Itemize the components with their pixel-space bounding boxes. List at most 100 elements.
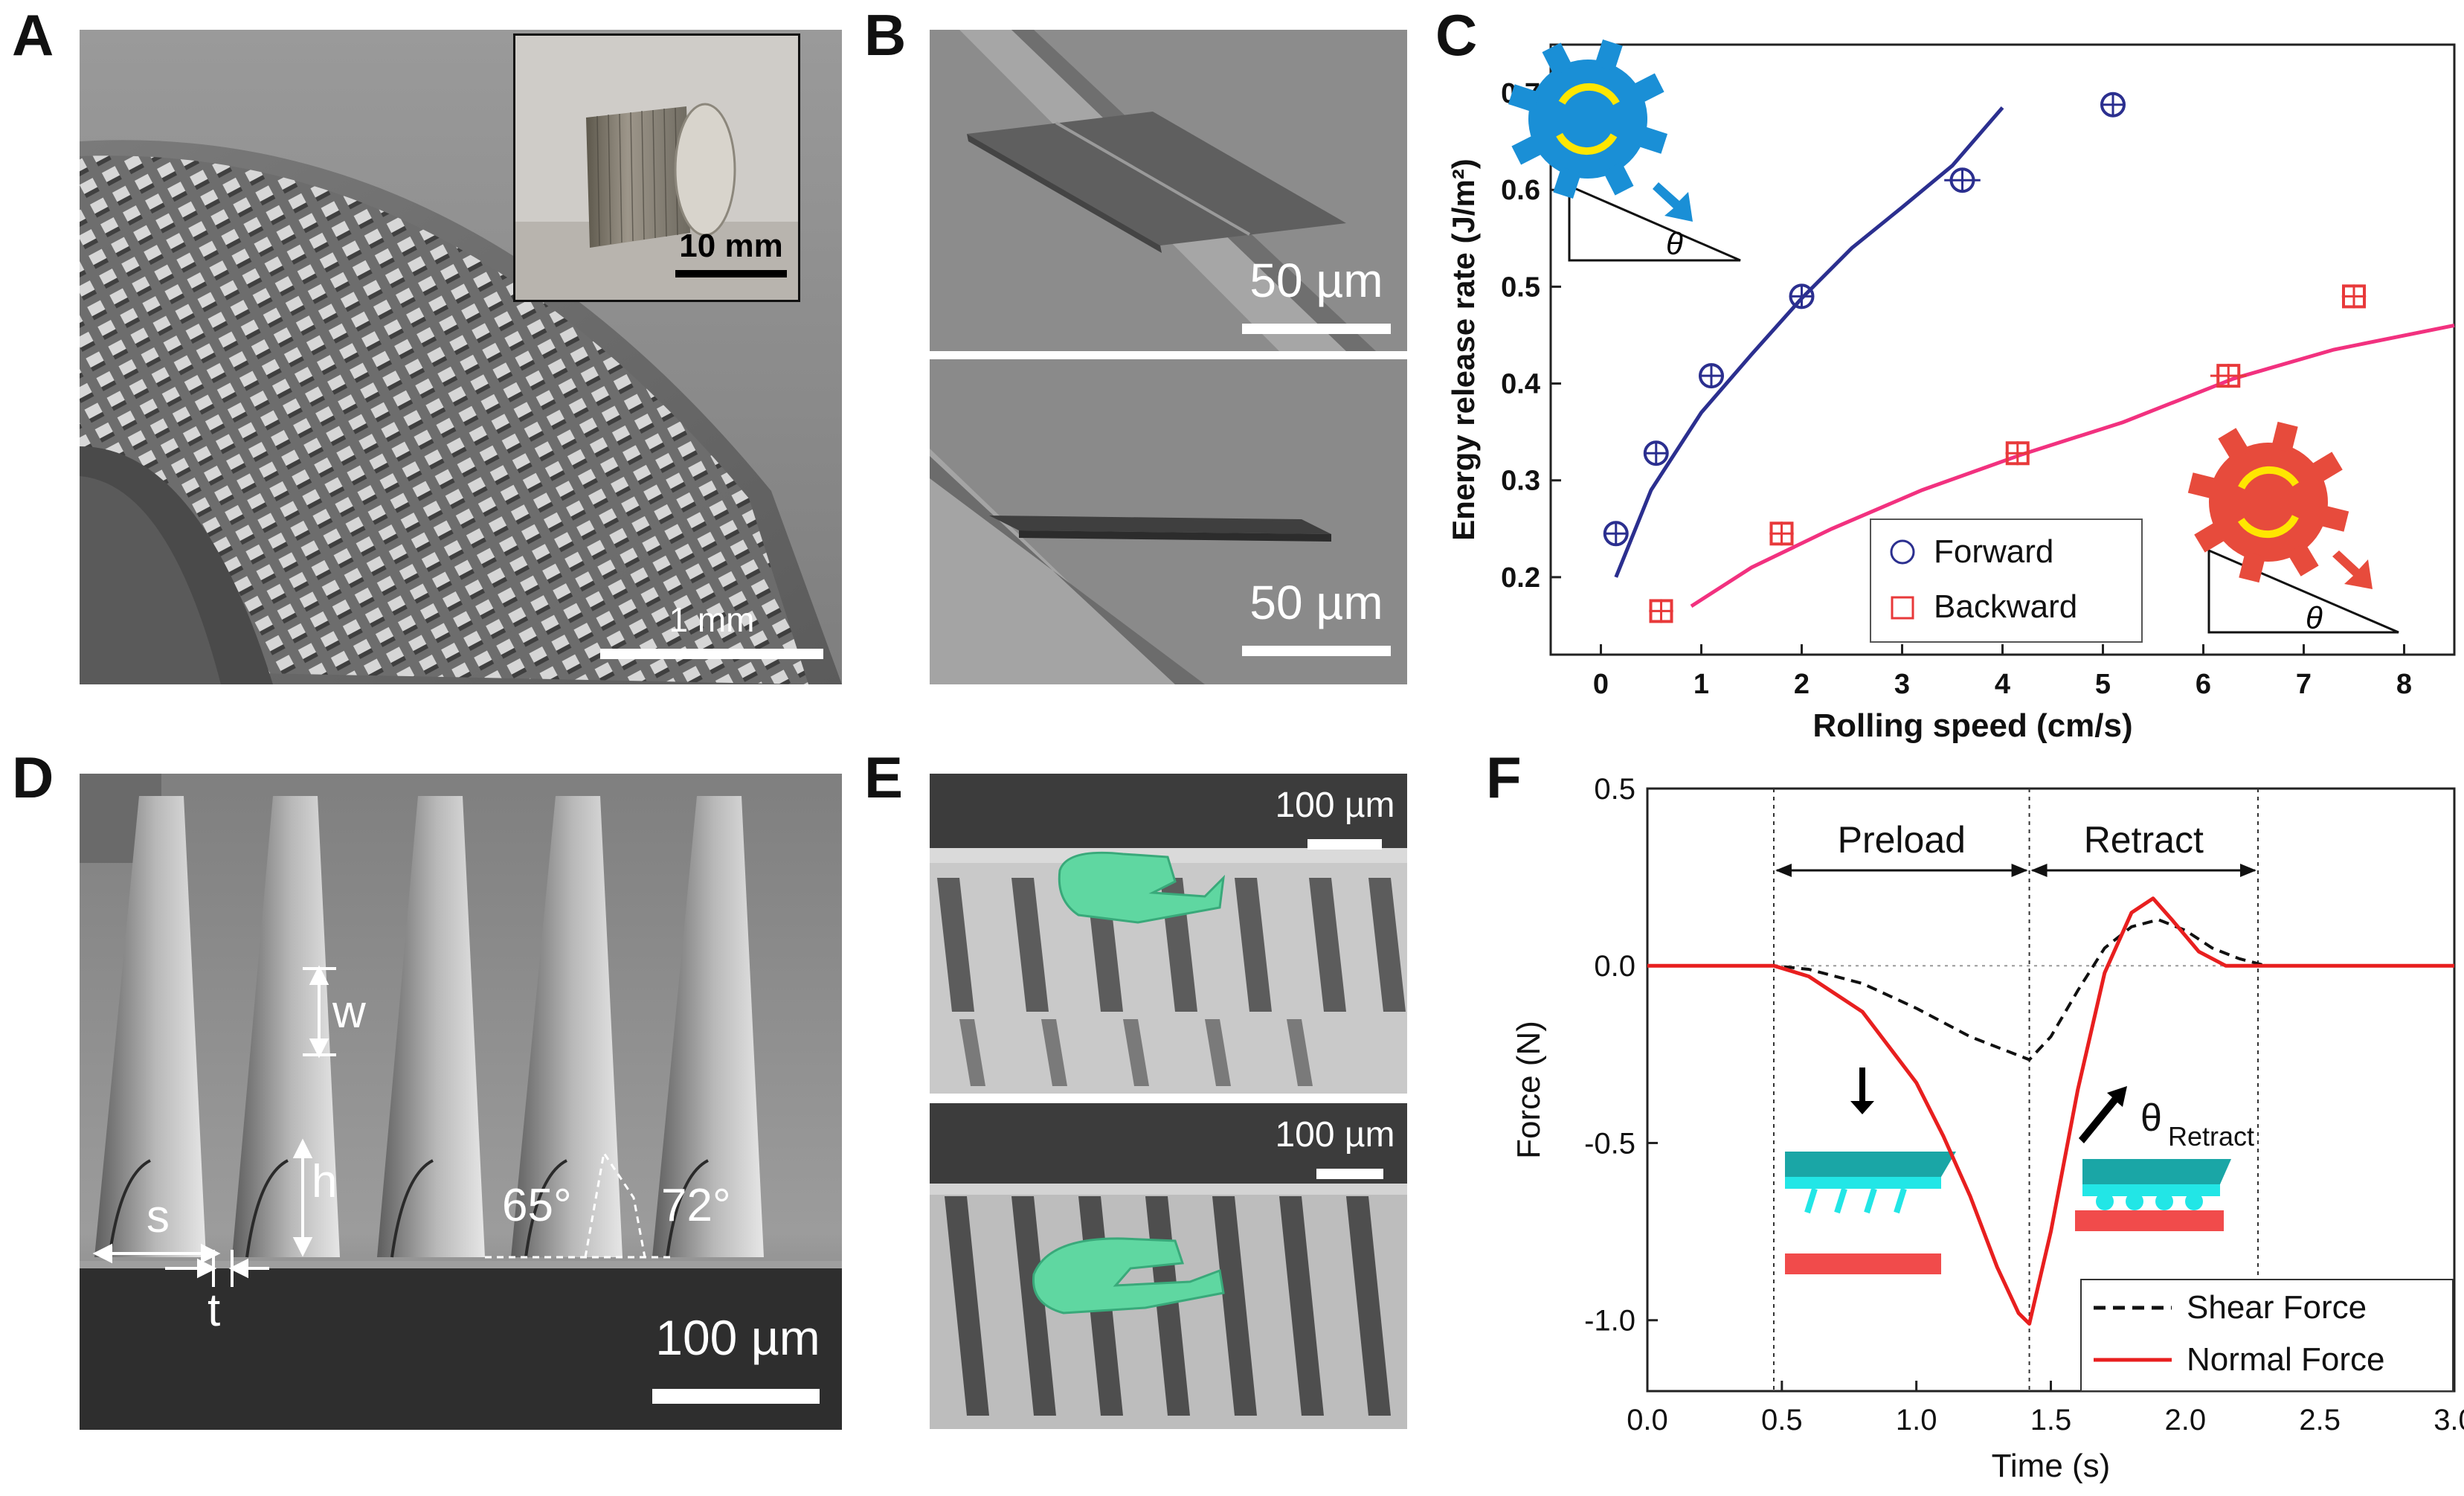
- retract-arrow-icon: [2079, 1086, 2127, 1143]
- panel-c-x-tick-label: 6: [2196, 669, 2211, 700]
- panel-c-x-tick-label: 7: [2296, 669, 2312, 700]
- panel-c-y-tick-label: 0.6: [1501, 175, 1540, 206]
- panel-e-top-green-overlay: [1058, 851, 1226, 924]
- retract-theta-subscript: Retract: [2168, 1121, 2254, 1152]
- panel-c-data-point: [1649, 599, 1673, 623]
- panel-f-x-tick-label: 0.0: [1627, 1404, 1668, 1436]
- panel-a-sem-image: [80, 30, 842, 684]
- panel-a-scale-bar: [600, 649, 823, 659]
- panel-letter-c: C: [1435, 2, 1478, 68]
- backward-gear-illustration: θ: [2187, 421, 2399, 635]
- panel-f-phase-label-retract: Retract: [2084, 819, 2204, 861]
- panel-f-x-tick-label: 3.0: [2434, 1404, 2464, 1436]
- panel-b-bottom-micrograph: 50 µm: [930, 359, 1407, 684]
- panel-e-top-scale-label: 100 µm: [1275, 786, 1395, 825]
- panel-b-bottom-sem: [930, 359, 1407, 684]
- panel-c-x-tick-label: 2: [1794, 669, 1810, 700]
- phase-arrow-left-head: [2030, 864, 2048, 877]
- legend-forward-marker: [1890, 539, 1915, 565]
- panel-c-x-tick-label: 1: [1693, 669, 1709, 700]
- panel-letter-a: A: [12, 2, 54, 68]
- legend-backward-marker: [1891, 596, 1914, 620]
- panel-e-bottom-sem: [930, 1103, 1407, 1429]
- panel-c-legend: Forward Backward: [1870, 519, 2143, 643]
- panel-d-label-h: h: [312, 1156, 338, 1207]
- panel-f-axes: 0.0 0.5 1.0 1.5 2.0 2.5 3.0 0.5 0.0 -0.5 -1.0 Time …: [1511, 773, 2464, 1484]
- panel-c-data-point: [1643, 440, 1669, 466]
- panel-c-fit-line-forward: [1614, 106, 2004, 578]
- panel-c-data-point: [1769, 521, 1794, 546]
- panel-f-x-tick-label: 0.5: [1761, 1404, 1803, 1436]
- panel-f-phase-arrow-preload: Preload: [1775, 819, 2028, 877]
- panel-b-bottom-scale-label: 50 µm: [1249, 576, 1383, 629]
- panel-a-scale-label: 1 mm: [669, 600, 755, 639]
- panel-d-scale-label: 100 µm: [655, 1310, 820, 1365]
- panel-c-data-point: [2100, 92, 2126, 118]
- panel-b-top-scale-bar: [1242, 324, 1391, 334]
- panel-b-bottom-scale-bar: [1242, 646, 1391, 656]
- force-time-chart: 0.0 0.5 1.0 1.5 2.0 2.5 3.0 0.5 0.0 -0.5 -1.0 Time …: [1511, 773, 2464, 1484]
- panel-f-y-tick-label: -0.5: [1584, 1127, 1635, 1160]
- panel-e-bottom-scale-bar: [1316, 1169, 1383, 1179]
- panel-f-y-tick-label: -1.0: [1584, 1305, 1635, 1338]
- panel-b-top-scale-label: 50 µm: [1249, 254, 1383, 307]
- panel-c-data-point: [2342, 284, 2366, 309]
- panel-a-inset-photo: 10 mm: [513, 33, 800, 302]
- panel-c-x-axis-label: Rolling speed (cm/s): [1812, 707, 2132, 744]
- legend-backward-label: Backward: [1934, 588, 2077, 625]
- metal-cylinder-image: [515, 36, 798, 300]
- panel-c-x-tick-label: 0: [1593, 669, 1609, 700]
- retract-theta-label: θ: [2140, 1097, 2162, 1140]
- panel-c-series-backward: [1649, 284, 2455, 623]
- phase-arrow-left-head: [1775, 864, 1792, 877]
- panel-e-top-micrograph: 100 µm: [930, 774, 1407, 1094]
- preload-schematic: [1785, 1068, 1956, 1274]
- panel-f-x-axis-label: Time (s): [1992, 1448, 2111, 1484]
- panel-c-data-point: [2005, 441, 2030, 466]
- legend-normal-label: Normal Force: [2187, 1341, 2385, 1378]
- panel-f-y-tick-label: 0.5: [1594, 773, 1635, 806]
- panel-f-phase-arrow-retract: Retract: [2030, 819, 2256, 877]
- panel-f-x-tick-label: 2.0: [2165, 1404, 2207, 1436]
- panel-a-micrograph: 10 mm 1 mm: [80, 30, 842, 684]
- panel-d-micrograph: w h s t 65° 72° 100 µm: [80, 774, 842, 1430]
- inset-scale-label: 10 mm: [679, 228, 783, 264]
- retract-schematic: θ Retract: [2075, 1086, 2254, 1231]
- panel-d-scale-bar: [652, 1389, 820, 1404]
- panel-c-y-tick-label: 0.5: [1501, 272, 1540, 303]
- panel-c-y-tick-label: 0.2: [1501, 562, 1540, 594]
- panel-f-series-normal-force: [1647, 896, 2454, 1326]
- panel-letter-b: B: [864, 2, 907, 68]
- panel-c-data-point: [2216, 364, 2241, 388]
- panel-e-bottom-scale-label: 100 µm: [1275, 1115, 1395, 1155]
- preload-arrow-icon: [1850, 1068, 1874, 1114]
- panel-d-label-s: s: [147, 1191, 170, 1242]
- panel-f-phase-label-preload: Preload: [1838, 819, 1966, 861]
- panel-d-angle-left: 65°: [502, 1180, 572, 1231]
- forward-theta-label: θ: [1666, 226, 1683, 261]
- panel-c-y-tick-label: 0.3: [1501, 466, 1540, 497]
- panel-f-y-axis-label: Force (N): [1511, 1021, 1547, 1159]
- panel-c-x-tick-label: 3: [1894, 669, 1910, 700]
- panel-f-chart: 0.0 0.5 1.0 1.5 2.0 2.5 3.0 0.5 0.0 -0.5 -1.0 Time …: [1510, 759, 2464, 1496]
- phase-arrow-right-head: [2011, 864, 2028, 877]
- panel-e-bottom-micrograph: 100 µm: [930, 1103, 1407, 1429]
- panel-letter-f: F: [1486, 745, 1522, 810]
- panel-f-x-tick-label: 1.5: [2030, 1404, 2072, 1436]
- panel-f-series-shear-force: [1647, 918, 2454, 1062]
- panel-c-x-tick-label: 4: [1995, 669, 2010, 700]
- legend-shear-label: Shear Force: [2187, 1289, 2367, 1326]
- panel-letter-e: E: [864, 745, 904, 810]
- panel-c-data-point: [1949, 167, 1975, 193]
- panel-d-angle-right: 72°: [661, 1180, 731, 1231]
- phase-arrow-right-head: [2239, 864, 2256, 877]
- panel-e-bottom-green-overlay: [1032, 1237, 1225, 1314]
- forward-gear-illustration: θ: [1508, 39, 1741, 262]
- inset-scale-bar: [675, 270, 787, 277]
- panel-c-x-tick-label: 5: [2095, 669, 2111, 700]
- panel-c-data-point: [1699, 363, 1724, 389]
- panel-d-label-w: w: [332, 986, 366, 1038]
